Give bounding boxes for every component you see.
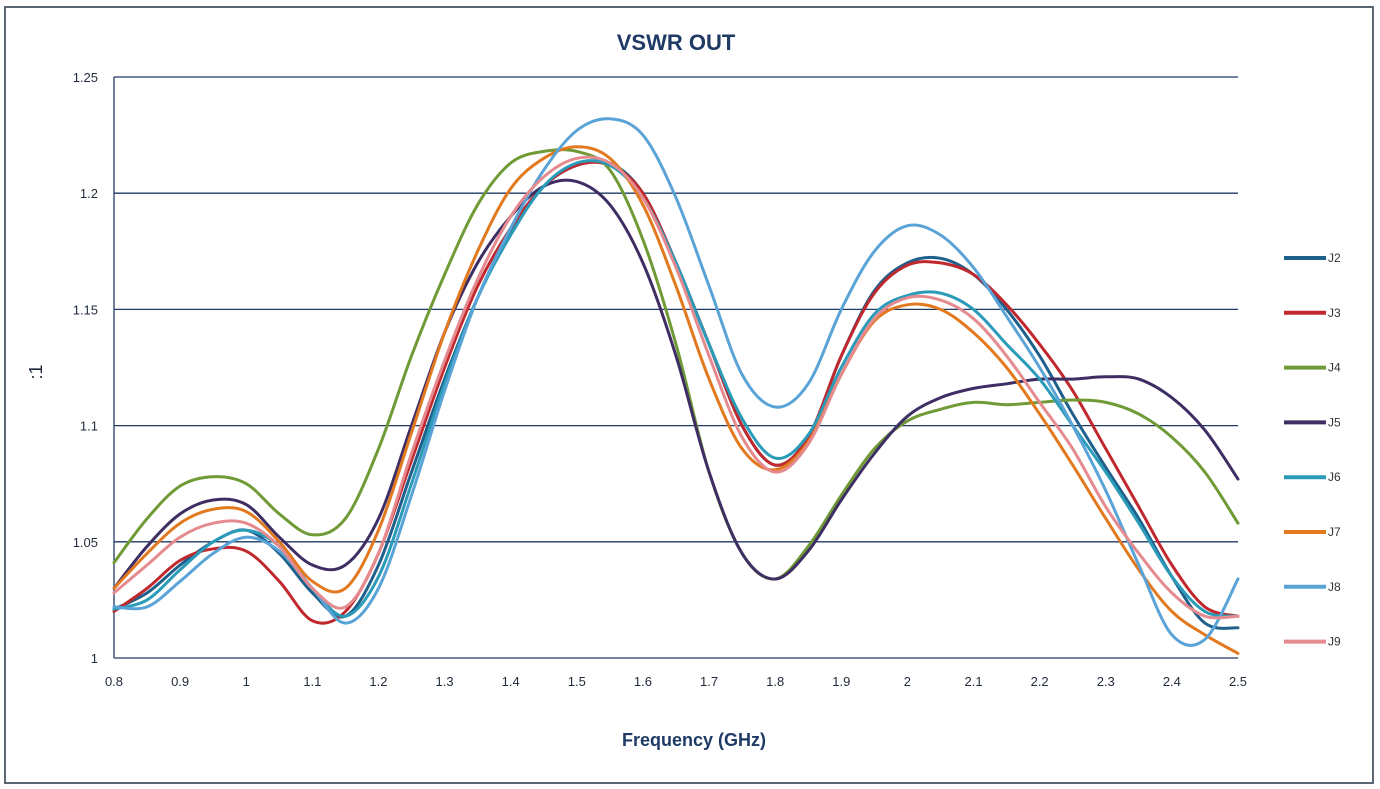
y-tick-label-2: 1.1 — [80, 419, 98, 434]
x-tick-label-4: 1.2 — [369, 674, 387, 689]
y-axis-ticks: 1 1.05 1.1 1.15 1.2 1.25 — [73, 70, 98, 666]
x-tick-label-14: 2.2 — [1031, 674, 1049, 689]
x-tick-label-15: 2.3 — [1097, 674, 1115, 689]
x-tick-label-12: 2 — [904, 674, 911, 689]
x-tick-label-17: 2.5 — [1229, 674, 1247, 689]
x-tick-label-11: 1.9 — [832, 674, 850, 689]
x-tick-label-13: 2.1 — [964, 674, 982, 689]
legend-label-j5: J5 — [1328, 415, 1341, 429]
x-axis-label: Frequency (GHz) — [622, 730, 766, 750]
x-tick-label-9: 1.7 — [700, 674, 718, 689]
y-tick-label-4: 1.2 — [80, 186, 98, 201]
series-line-j8 — [112, 117, 1240, 647]
x-axis-ticks: 0.8 0.9 1 1.1 1.2 1.3 1.4 1.5 1.6 1.7 1.8 1.9 2 2.1 2.… — [105, 674, 1247, 689]
x-tick-label-10: 1.8 — [766, 674, 784, 689]
y-axis-label: :1 — [26, 364, 46, 379]
x-tick-label-6: 1.4 — [502, 674, 520, 689]
x-tick-label-1: 0.9 — [171, 674, 189, 689]
legend-label-j7: J7 — [1328, 525, 1341, 539]
series-layer — [112, 117, 1240, 655]
legend: J2 J3 J4 J5 J6 J7 J8 J9 — [1284, 251, 1341, 649]
x-tick-label-3: 1.1 — [303, 674, 321, 689]
x-tick-label-5: 1.3 — [436, 674, 454, 689]
y-tick-label-5: 1.25 — [73, 70, 98, 85]
x-tick-label-2: 1 — [243, 674, 250, 689]
series-line-j4 — [112, 147, 1240, 581]
series-line-j7 — [112, 145, 1240, 655]
x-tick-label-0: 0.8 — [105, 674, 123, 689]
gridlines — [113, 76, 1238, 659]
x-tick-label-7: 1.5 — [568, 674, 586, 689]
y-tick-label-1: 1.05 — [73, 535, 98, 550]
y-tick-label-3: 1.15 — [73, 302, 98, 317]
legend-label-j2: J2 — [1328, 251, 1341, 265]
legend-label-j3: J3 — [1328, 306, 1341, 320]
series-line-j9 — [112, 155, 1240, 620]
legend-label-j4: J4 — [1328, 361, 1341, 375]
legend-label-j6: J6 — [1328, 470, 1341, 484]
x-tick-label-16: 2.4 — [1163, 674, 1181, 689]
legend-label-j8: J8 — [1328, 580, 1341, 594]
chart-title: VSWR OUT — [617, 30, 736, 55]
series-line-j2 — [112, 159, 1240, 630]
y-tick-label-0: 1 — [91, 651, 98, 666]
x-tick-label-8: 1.6 — [634, 674, 652, 689]
legend-label-j9: J9 — [1328, 635, 1341, 649]
